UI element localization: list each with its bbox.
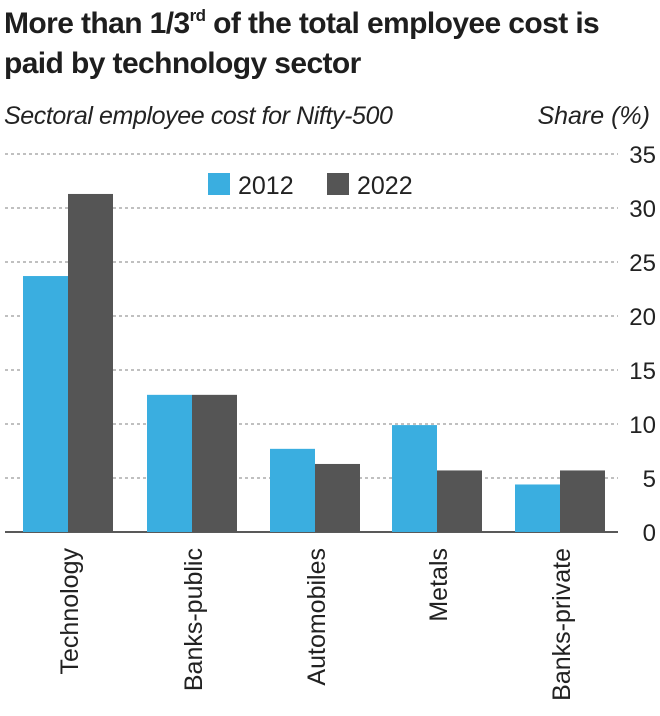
bar-2022-automobiles xyxy=(315,463,360,532)
legend-swatch-2022 xyxy=(327,173,349,195)
bar-2022-banks-public xyxy=(192,394,237,532)
chart-title: More than 1/3rd of the total employee co… xyxy=(4,4,656,84)
y-tick-label: 25 xyxy=(629,250,656,277)
y-tick-label: 10 xyxy=(629,412,656,439)
x-category-label: Banks-private xyxy=(548,548,576,701)
x-category-label: Metals xyxy=(425,548,453,622)
bar-2022-metals xyxy=(437,470,482,532)
title-main-after: of the total employee cost is paid by te… xyxy=(4,7,600,80)
bar-2012-banks-private xyxy=(515,484,560,532)
x-category-label: Automobiles xyxy=(303,548,331,686)
y-tick-label: 0 xyxy=(643,520,656,547)
y-tick-label: 5 xyxy=(643,466,656,493)
bar-2012-banks-public xyxy=(147,394,192,532)
legend-swatch-2012 xyxy=(208,173,230,195)
bar-2012-automobiles xyxy=(270,448,315,532)
bar-2012-technology xyxy=(23,276,68,532)
x-category-label: Banks-public xyxy=(180,548,208,691)
y-tick-label: 30 xyxy=(629,196,656,223)
y-tick-label: 35 xyxy=(629,142,656,169)
x-category-label: Technology xyxy=(56,548,84,675)
legend-label: 2022 xyxy=(357,172,413,200)
bar-2022-technology xyxy=(68,193,113,532)
bar-2012-metals xyxy=(392,425,437,532)
y-tick-label: 15 xyxy=(629,358,656,385)
bar-2022-banks-private xyxy=(560,470,605,532)
title-superscript: rd xyxy=(189,6,206,25)
legend-label: 2012 xyxy=(238,172,294,200)
chart-subtitle: Sectoral employee cost for Nifty-500 xyxy=(4,102,393,130)
title-main-before: More than 1/3 xyxy=(4,7,190,40)
y-tick-label: 20 xyxy=(629,304,656,331)
y-axis-unit-label: Share (%) xyxy=(537,102,650,130)
